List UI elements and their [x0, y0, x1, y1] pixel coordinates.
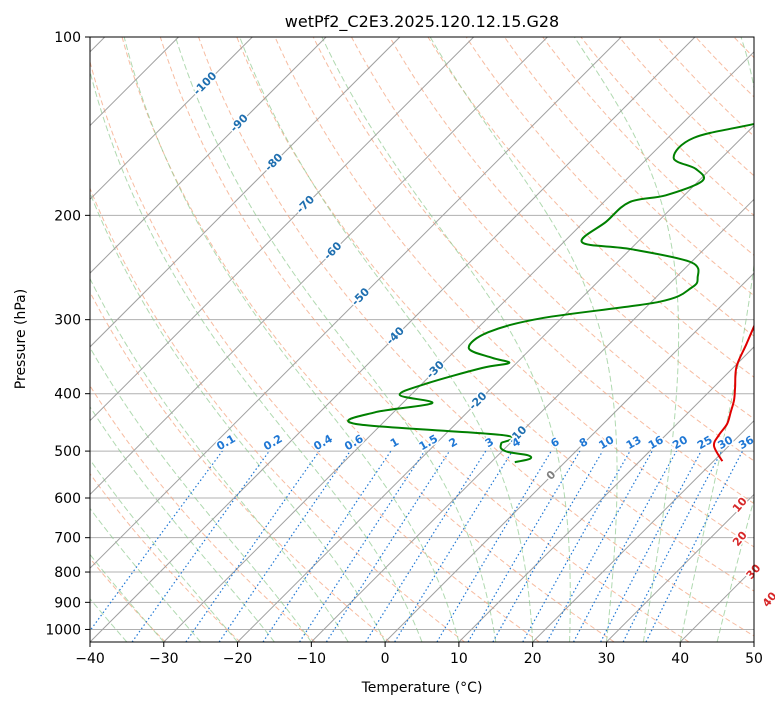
moist-adiabat-line [90, 507, 202, 642]
x-tick-label: −20 [223, 651, 253, 667]
mixing-ratio-line [325, 450, 450, 642]
isotherm-line [90, 37, 253, 201]
x-tick-label: 10 [450, 651, 468, 667]
plot-frame [89, 36, 755, 643]
mixing-ratio-line [185, 450, 320, 642]
y-tick-label: 700 [54, 531, 81, 547]
y-tick-label: 400 [54, 387, 81, 403]
moist-adiabat-line [679, 37, 754, 642]
mixing-ratio-line [394, 450, 513, 642]
isotherm-line [90, 37, 475, 422]
mixing-ratio-line [522, 450, 631, 642]
dry-adiabat-line [274, 37, 754, 548]
x-axis: −40 −30 −20 −10 0 10 20 30 40 50 [75, 642, 763, 667]
x-tick-label: 20 [524, 651, 542, 667]
isotherm-line [90, 37, 401, 348]
y-tick-label: 600 [54, 491, 81, 507]
y-tick-label: 800 [54, 565, 81, 581]
y-axis-label: Pressure (hPa) [13, 289, 29, 389]
y-tick-label: 500 [54, 444, 81, 460]
x-axis-label: Temperature (°C) [361, 680, 483, 696]
y-tick-label: 1000 [45, 622, 81, 638]
y-axis: 100 200 300 400 500 600 700 800 900 1000 [45, 30, 90, 638]
x-tick-label: 50 [745, 651, 763, 667]
mixing-ratio-line [573, 450, 677, 642]
moist-adiabat-line [321, 37, 571, 642]
moist-adiabat-line [175, 37, 497, 642]
isotherm-line [458, 346, 754, 642]
isotherm-line [237, 124, 754, 642]
dry-adiabat-line [90, 384, 316, 642]
dewpoint-profile-line [347, 122, 754, 464]
mixing-ratio-lines [90, 450, 744, 642]
mixing-ratio-line [131, 450, 270, 642]
dry-adiabat-line [580, 37, 754, 217]
dry-adiabat-line [427, 37, 754, 378]
plot-layer [90, 37, 754, 642]
dry-adiabat-line [465, 37, 754, 337]
dry-adiabat-line [121, 37, 615, 642]
x-tick-label: 30 [598, 651, 616, 667]
isotherm-line [90, 37, 548, 496]
dry-adiabats [90, 37, 754, 642]
dry-adiabat-line [90, 291, 391, 642]
y-tick-label: 300 [54, 313, 81, 329]
sounding-series [347, 122, 754, 464]
moist-adiabat-line [429, 37, 618, 642]
mixing-ratio-line [546, 450, 653, 642]
moist-adiabat-line [123, 37, 460, 642]
moist-adiabat-line [573, 37, 680, 642]
temperature-profile-line [712, 323, 754, 462]
moist-adiabat-line [90, 346, 312, 642]
dry-adiabat-line [159, 37, 690, 642]
plot-area [90, 37, 754, 642]
dry-adiabat-line [312, 37, 754, 505]
x-tick-label: −30 [149, 651, 179, 667]
moist-adiabat-line [90, 277, 349, 642]
moist-adiabat-line [90, 191, 386, 642]
moist-adiabat-line [239, 37, 534, 642]
moist-adiabat-line [90, 458, 238, 642]
mixing-ratio-line [467, 450, 581, 642]
moist-adiabat-line [90, 69, 423, 642]
moist-adiabats [90, 37, 754, 642]
moist-adiabat-line [90, 553, 165, 642]
x-tick-label: 0 [381, 651, 390, 667]
mixing-ratio-line [90, 450, 223, 632]
dry-adiabat-line [90, 59, 540, 642]
isotherm-line [163, 51, 754, 642]
mixing-ratio-line [218, 450, 351, 642]
dry-adiabat-line [351, 37, 754, 462]
isotherm-line [90, 37, 622, 569]
x-tick-label: 40 [671, 651, 689, 667]
isotherm-line [384, 272, 754, 642]
mixing-ratio-line [492, 450, 604, 642]
x-tick-label: −40 [75, 651, 105, 667]
moist-adiabat-line [90, 597, 128, 642]
mixing-ratio-line [436, 450, 552, 642]
dry-adiabat-line [542, 37, 754, 256]
isotherm-line [90, 37, 327, 274]
isotherm-line [532, 419, 754, 642]
y-tick-label: 900 [54, 595, 81, 611]
isotherms [90, 37, 754, 642]
isotherm-line [310, 198, 754, 642]
y-tick-label: 200 [54, 208, 81, 224]
isotherm-line [90, 37, 696, 642]
dry-adiabat-line [90, 472, 241, 642]
mixing-ratio-line [365, 450, 487, 642]
isotherm-line [606, 493, 754, 642]
dry-adiabat-line [90, 187, 465, 642]
x-tick-label: −10 [297, 651, 327, 667]
chart-title: wetPf2_C2E3.2025.120.12.15.G28 [285, 12, 559, 32]
y-tick-label: 100 [54, 30, 81, 46]
dry-adiabat-line [236, 37, 754, 592]
